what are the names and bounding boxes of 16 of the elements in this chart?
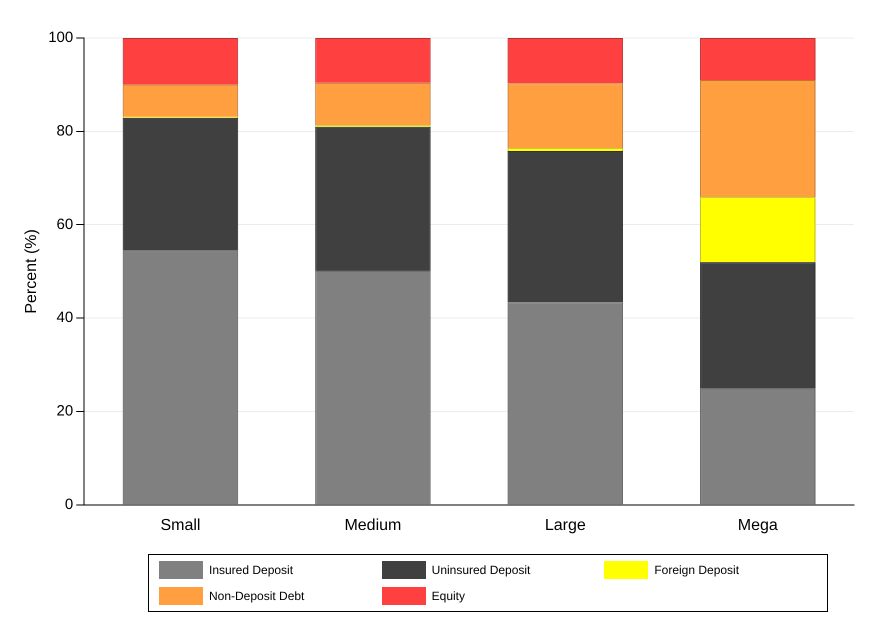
x-tick-label: Small xyxy=(160,516,200,534)
y-tick-label: 20 xyxy=(56,402,74,420)
x-tick-label: Mega xyxy=(738,516,778,534)
legend-label: Equity xyxy=(432,589,466,603)
legend-label: Foreign Deposit xyxy=(654,563,740,577)
x-tick-label: Medium xyxy=(344,516,402,534)
y-tick-label: 0 xyxy=(64,496,74,513)
y-tick-label: 100 xyxy=(48,29,74,46)
y-tick-label: 60 xyxy=(56,216,74,233)
legend-label: Non-Deposit Debt xyxy=(209,589,304,603)
legend-label: Uninsured Deposit xyxy=(432,563,530,577)
y-tick-label: 80 xyxy=(56,122,74,140)
y-axis-title: Percent (%) xyxy=(23,229,40,314)
x-tick-label: Large xyxy=(544,516,586,534)
legend-label: Insured Deposit xyxy=(209,563,294,577)
y-tick-label: 40 xyxy=(56,309,74,326)
